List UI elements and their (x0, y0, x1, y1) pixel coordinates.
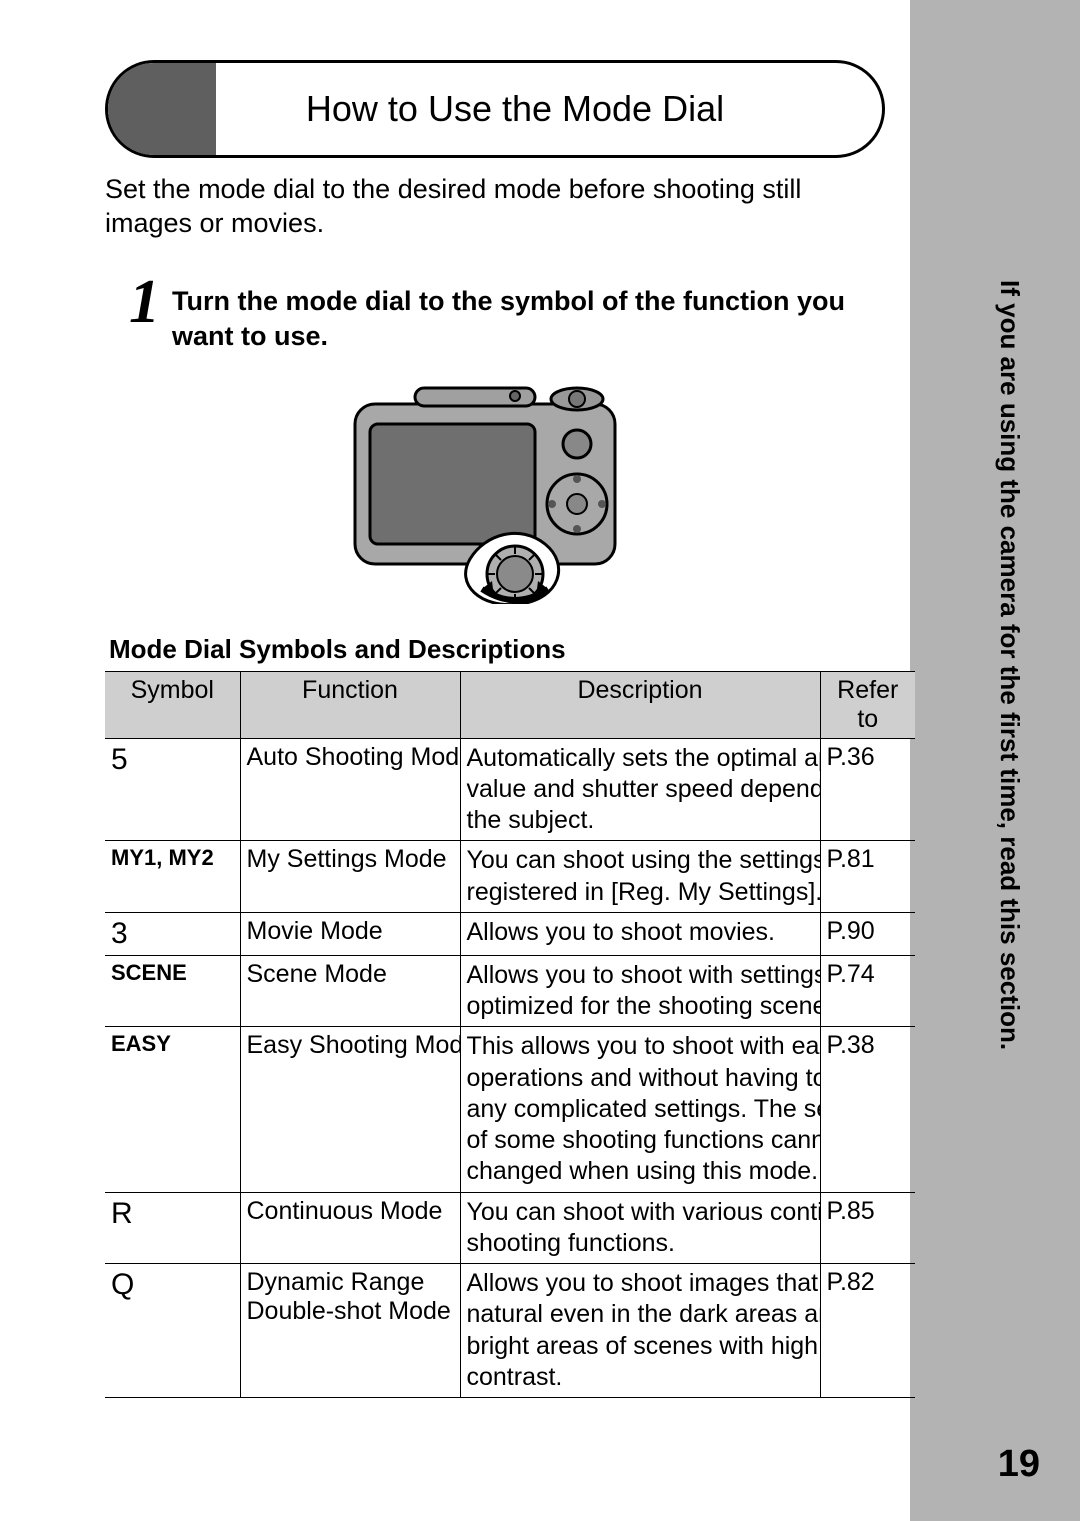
cell-refer: P.36 (820, 738, 915, 841)
table-row: 5Auto Shooting ModeAutomatically sets th… (105, 738, 915, 841)
table-row: SCENEScene ModeAllows you to shoot with … (105, 955, 915, 1027)
cell-description: Allows you to shoot movies. (460, 912, 820, 955)
step-number: 1 (129, 276, 160, 329)
th-refer: Refer to (820, 671, 915, 738)
table-header-row: Symbol Function Description Refer to (105, 671, 915, 738)
side-tab: If you are using the camera for the firs… (910, 0, 1080, 1521)
cell-refer: P.38 (820, 1027, 915, 1192)
camera-illustration (345, 374, 645, 604)
cell-function: Continuous Mode (240, 1192, 460, 1264)
th-function: Function (240, 671, 460, 738)
page-number: 19 (998, 1443, 1040, 1486)
table-row: RContinuous ModeYou can shoot with vario… (105, 1192, 915, 1264)
table-row: 3Movie ModeAllows you to shoot movies.P.… (105, 912, 915, 955)
th-symbol: Symbol (105, 671, 240, 738)
cell-function: Scene Mode (240, 955, 460, 1027)
table-row: QDynamic RangeDouble-shot ModeAllows you… (105, 1264, 915, 1398)
table-row: EASYEasy Shooting ModeThis allows you to… (105, 1027, 915, 1192)
cell-symbol: 3 (105, 912, 240, 955)
cell-symbol: Q (105, 1264, 240, 1398)
cell-refer: P.82 (820, 1264, 915, 1398)
step-1: 1 Turn the mode dial to the symbol of th… (129, 276, 885, 354)
cell-refer: P.74 (820, 955, 915, 1027)
page-content: How to Use the Mode Dial Set the mode di… (105, 60, 885, 1398)
cell-function: Dynamic RangeDouble-shot Mode (240, 1264, 460, 1398)
cell-function: Movie Mode (240, 912, 460, 955)
cell-function: Auto Shooting Mode (240, 738, 460, 841)
cell-function: Easy Shooting Mode (240, 1027, 460, 1192)
cell-symbol: MY1, MY2 (105, 841, 240, 913)
cell-function: My Settings Mode (240, 841, 460, 913)
cell-symbol: SCENE (105, 955, 240, 1027)
cell-refer: P.81 (820, 841, 915, 913)
cell-description: Automatically sets the optimal apvalue a… (460, 738, 820, 841)
mode-dial-table: Symbol Function Description Refer to 5Au… (105, 671, 915, 1399)
cell-description: Allows you to shoot with settingsoptimiz… (460, 955, 820, 1027)
side-tab-text: If you are using the camera for the firs… (994, 280, 1025, 1050)
cell-symbol: EASY (105, 1027, 240, 1192)
cell-symbol: R (105, 1192, 240, 1264)
table-row: MY1, MY2My Settings ModeYou can shoot us… (105, 841, 915, 913)
cell-description: Allows you to shoot images thatnatural e… (460, 1264, 820, 1398)
cell-refer: P.90 (820, 912, 915, 955)
cell-symbol: 5 (105, 738, 240, 841)
table-title: Mode Dial Symbols and Descriptions (109, 634, 885, 665)
section-title-box: How to Use the Mode Dial (105, 60, 885, 158)
cell-description: You can shoot using the settingsregister… (460, 841, 820, 913)
cell-description: You can shoot with various continshootin… (460, 1192, 820, 1264)
th-description: Description (460, 671, 820, 738)
cell-description: This allows you to shoot with easoperati… (460, 1027, 820, 1192)
step-text: Turn the mode dial to the symbol of the … (172, 276, 885, 354)
intro-text: Set the mode dial to the desired mode be… (105, 173, 885, 241)
section-title: How to Use the Mode Dial (105, 60, 885, 158)
cell-refer: P.85 (820, 1192, 915, 1264)
